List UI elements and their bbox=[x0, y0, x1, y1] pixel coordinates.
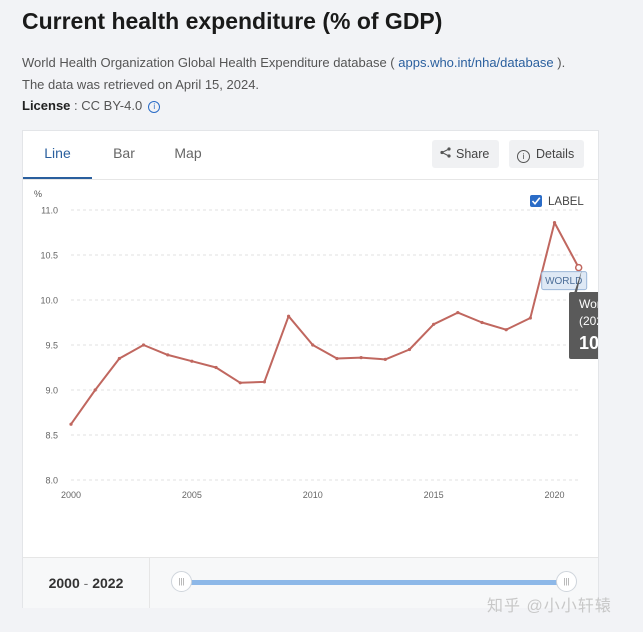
details-icon: i bbox=[517, 150, 530, 163]
y-tick-label: 9.5 bbox=[45, 341, 58, 351]
checkmark-icon bbox=[531, 197, 541, 206]
data-point bbox=[214, 365, 218, 370]
data-point bbox=[286, 314, 291, 318]
x-tick-label: 2000 bbox=[61, 490, 81, 500]
series-end-label-box bbox=[541, 271, 588, 291]
source-suffix: ). bbox=[553, 55, 566, 70]
y-tick-label: 8.5 bbox=[45, 431, 58, 441]
data-point bbox=[238, 381, 242, 385]
range-slider-end-handle[interactable]: ||| bbox=[556, 571, 577, 592]
data-point bbox=[93, 388, 97, 392]
data-point bbox=[141, 343, 146, 347]
tab-map[interactable]: Map bbox=[174, 145, 202, 161]
data-point bbox=[552, 221, 557, 225]
data-point bbox=[190, 359, 194, 363]
x-tick-label: 2015 bbox=[424, 490, 444, 500]
range-separator: - bbox=[79, 575, 93, 591]
data-point bbox=[432, 322, 436, 326]
range-end: 2022 bbox=[92, 575, 124, 591]
range-slider-track[interactable] bbox=[181, 580, 567, 585]
y-tick-label: 10.5 bbox=[40, 251, 58, 261]
data-point bbox=[262, 380, 267, 384]
data-point bbox=[480, 320, 484, 325]
legend-label: LABEL bbox=[548, 196, 584, 208]
share-icon bbox=[440, 141, 451, 169]
range-bar: 2000 - 2022 ||| ||| bbox=[23, 557, 598, 608]
data-point bbox=[117, 356, 121, 361]
legend-checkbox bbox=[530, 195, 542, 207]
retrieved-date: The data was retrieved on April 15, 2024… bbox=[22, 77, 260, 92]
y-axis-label: % bbox=[34, 189, 42, 199]
watermark: 知乎 @小小轩辕 bbox=[487, 598, 612, 615]
x-tick-label: 2005 bbox=[182, 490, 202, 500]
data-point bbox=[528, 316, 532, 320]
y-tick-label: 10.0 bbox=[40, 296, 58, 306]
data-point bbox=[335, 356, 339, 361]
license-label: License bbox=[22, 98, 71, 113]
source-link[interactable]: apps.who.int/nha/database bbox=[398, 55, 554, 70]
series-line-world bbox=[70, 221, 580, 425]
data-point bbox=[383, 357, 387, 361]
series-end-label: WORLD bbox=[545, 276, 582, 287]
y-tick-label: 9.0 bbox=[45, 386, 58, 396]
tab-line[interactable]: Line bbox=[23, 131, 92, 179]
details-button[interactable]: i Details bbox=[509, 140, 585, 168]
source-text: World Health Organization Global Health … bbox=[22, 52, 622, 96]
data-point bbox=[166, 353, 170, 357]
share-label: Share bbox=[456, 147, 490, 161]
data-point bbox=[574, 263, 583, 272]
source-prefix: World Health Organization Global Health … bbox=[22, 55, 399, 70]
share-button[interactable]: Share bbox=[432, 140, 500, 169]
details-label: Details bbox=[536, 147, 575, 161]
data-point bbox=[407, 347, 412, 352]
chart-tabs: Line Bar Map Share i Details bbox=[23, 131, 598, 180]
data-point bbox=[359, 356, 363, 360]
tooltip-value: 10.36 bbox=[579, 333, 598, 353]
range-slider-start-handle[interactable]: ||| bbox=[171, 571, 192, 592]
y-tick-label: 8.0 bbox=[45, 476, 58, 486]
chart-card: Line Bar Map Share i Details % 11.0 10.5 10.… bbox=[22, 130, 599, 608]
tooltip-name: World bbox=[579, 297, 598, 311]
tooltip-box bbox=[569, 292, 598, 359]
license-value: : CC BY-4.0 bbox=[70, 98, 143, 113]
y-tick-label: 11.0 bbox=[41, 206, 58, 216]
info-icon[interactable]: i bbox=[148, 101, 161, 113]
data-point bbox=[69, 422, 73, 426]
range-label: 2000 - 2022 bbox=[23, 558, 150, 608]
x-tick-label: 2020 bbox=[545, 490, 565, 500]
x-tick-label: 2010 bbox=[303, 490, 323, 500]
range-start: 2000 bbox=[48, 575, 80, 591]
tab-bar[interactable]: Bar bbox=[113, 145, 135, 161]
license: License : CC BY-4.0 i bbox=[22, 98, 161, 113]
data-point bbox=[504, 328, 508, 332]
data-point bbox=[456, 311, 460, 315]
data-point bbox=[311, 343, 315, 347]
tooltip-period: (2021) bbox=[579, 314, 598, 328]
page-title: Current health expenditure (% of GDP) bbox=[22, 8, 443, 34]
